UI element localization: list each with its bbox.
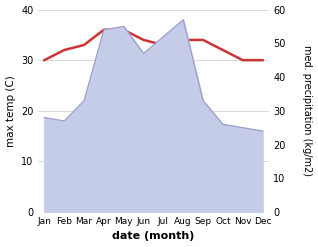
Y-axis label: max temp (C): max temp (C) xyxy=(5,75,16,147)
X-axis label: date (month): date (month) xyxy=(112,231,195,242)
Y-axis label: med. precipitation (kg/m2): med. precipitation (kg/m2) xyxy=(302,45,313,176)
